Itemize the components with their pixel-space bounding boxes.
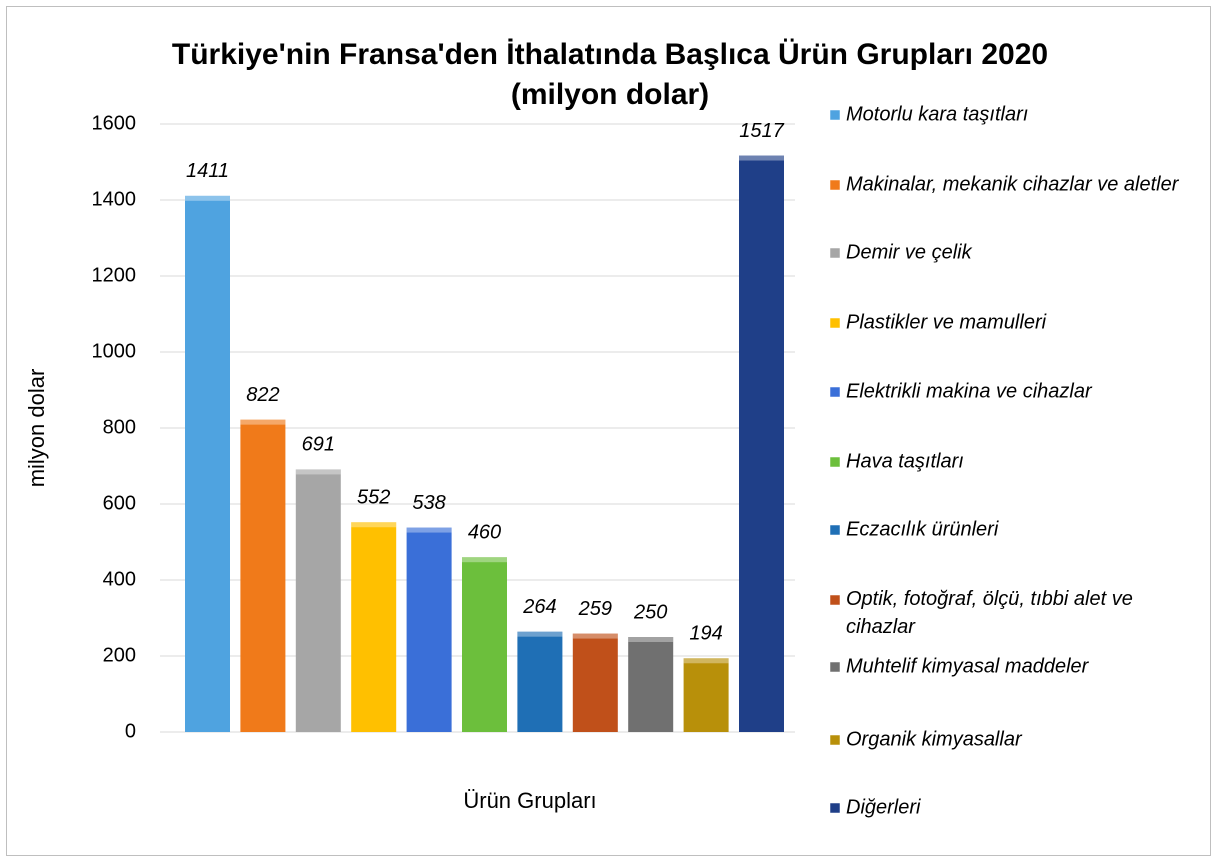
- y-tick-label: 0: [125, 720, 136, 742]
- bar-highlight: [185, 195, 230, 201]
- legend-label: Diğerleri: [846, 796, 921, 818]
- bar: [628, 637, 674, 732]
- bar-highlight: [351, 522, 397, 528]
- bar-highlight: [628, 637, 674, 642]
- legend-label: Muhtelif kimyasal maddeler: [846, 655, 1090, 677]
- bar-highlight: [739, 155, 784, 161]
- legend-label: Hava taşıtları: [846, 450, 964, 472]
- data-label: 264: [522, 596, 556, 618]
- bar-highlight: [295, 469, 341, 475]
- bar-highlight: [572, 633, 618, 639]
- legend-label: Motorlu kara taşıtları: [846, 103, 1028, 125]
- data-label: 194: [689, 623, 722, 645]
- y-tick-label: 1400: [92, 188, 137, 210]
- bar-highlight: [406, 527, 452, 533]
- bar: [406, 527, 452, 732]
- legend-swatch: [829, 734, 841, 746]
- legend-label: Eczacılık ürünleri: [846, 518, 999, 540]
- bar: [683, 658, 729, 732]
- chart-title: Türkiye'nin Fransa'den İthalatında Başlı…: [172, 38, 1048, 71]
- legend-swatch: [829, 317, 841, 329]
- legend-swatch: [829, 109, 841, 121]
- bar-highlight: [683, 658, 729, 664]
- bar: [462, 557, 507, 732]
- bar: [517, 631, 563, 732]
- data-label: 552: [357, 487, 390, 509]
- bar: [739, 155, 784, 733]
- legend-swatch: [829, 386, 841, 398]
- chart-subtitle: (milyon dolar): [511, 78, 709, 111]
- legend-label: Organik kimyasallar: [846, 728, 1023, 750]
- data-label: 538: [412, 492, 445, 514]
- legend-label: Makinalar, mekanik cihazlar ve aletler: [846, 173, 1180, 195]
- data-label: 822: [246, 384, 279, 406]
- legend-swatch: [829, 594, 841, 606]
- legend-swatch: [829, 179, 841, 191]
- data-label: 1517: [739, 120, 784, 142]
- y-tick-label: 800: [103, 416, 136, 438]
- y-tick-label: 600: [103, 492, 136, 514]
- x-axis-label: Ürün Grupları: [463, 788, 596, 813]
- legend-label: Optik, fotoğraf, ölçü, tıbbi alet ve cih…: [846, 588, 1138, 638]
- bar-highlight: [462, 557, 507, 563]
- data-label: 691: [302, 434, 335, 456]
- legend-swatch: [829, 661, 841, 673]
- legend-label: Elektrikli makina ve cihazlar: [846, 380, 1093, 402]
- y-tick-label: 1200: [92, 264, 137, 286]
- y-axis-label: milyon dolar: [24, 369, 49, 488]
- data-label: 250: [633, 601, 667, 623]
- bar: [295, 469, 341, 732]
- y-tick-label: 1000: [92, 340, 137, 362]
- data-label: 460: [468, 521, 501, 543]
- legend-label: Plastikler ve mamulleri: [846, 311, 1047, 333]
- data-label: 259: [578, 598, 612, 620]
- legend-swatch: [829, 524, 841, 536]
- bar-highlight: [240, 419, 286, 425]
- data-label: 1411: [186, 160, 229, 182]
- y-tick-label: 400: [103, 568, 136, 590]
- legend-swatch: [829, 802, 841, 814]
- y-tick-label: 200: [103, 644, 136, 666]
- legend-swatch: [829, 247, 841, 259]
- bar: [240, 419, 286, 732]
- bar: [572, 633, 618, 732]
- bar: [351, 522, 397, 732]
- legend-label: Demir ve çelik: [846, 241, 973, 263]
- bar: [185, 195, 230, 732]
- bar-highlight: [517, 631, 563, 637]
- y-tick-label: 1600: [92, 112, 137, 134]
- legend-swatch: [829, 456, 841, 468]
